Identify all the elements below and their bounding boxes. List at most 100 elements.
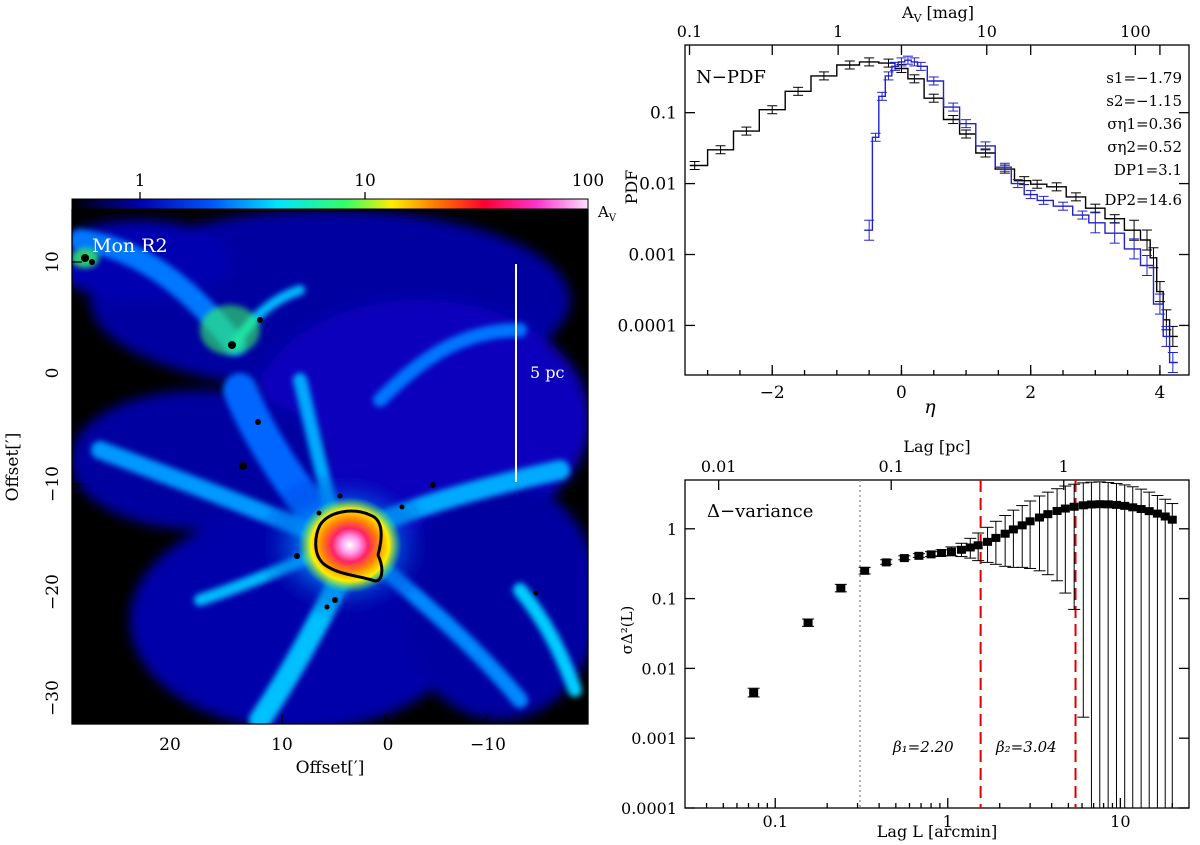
dv-point [1069,502,1079,511]
map-x-tick-0: 0 [383,735,394,755]
dv-beta2-label: β₂=3.04 [995,738,1057,756]
dv-point [1167,515,1177,524]
dv-point [1095,500,1105,509]
dv-point [1160,512,1170,521]
map-y-axis: 10 0 −10 −20 −30 Offset[′] [3,251,82,716]
npdf-title: N−PDF [696,67,766,88]
dv-point [803,618,813,627]
dv-point [1078,501,1088,510]
dv-point [1008,525,1018,534]
npdf-y-tick-label: 0.001 [628,246,677,266]
dv-point [914,551,924,560]
dv-y-tick-label: 0.1 [652,590,677,609]
colorbar [71,198,589,210]
extinction-map: 5 pc Mon R2 [72,210,588,724]
npdf-annot-dp2: DP2=14.6 [1104,191,1182,209]
dv-point [1025,517,1035,526]
dv-y-tick-label: 1 [667,520,677,539]
dv-point [1052,506,1062,515]
npdf-annot-s2: s2=−1.15 [1106,92,1182,110]
npdf-top-tick-label: 0.1 [677,22,702,41]
delta-variance-panel: 0.1 1 10 1 0.1 0.01 0.001 0.0001 0.01 0.1 1 Δ−vari… [618,437,1190,841]
dv-top-tick-label: 1 [1059,457,1069,476]
npdf-top-axis-label: AV [mag] [901,3,974,25]
map-panel: 1 10 10 0 AV [3,171,617,778]
npdf-y-tick-label: 0.1 [650,104,677,124]
dv-point [1152,509,1162,518]
npdf-x-tick-label: 0 [896,383,907,403]
dv-point [1000,529,1010,538]
dv-point [836,584,846,593]
npdf-x-tick-label: −2 [760,383,785,403]
dv-point [1060,504,1070,513]
npdf-annot-sigma1: ση1=0.36 [1107,115,1182,133]
dv-point [973,541,983,550]
dv-point [749,688,759,697]
npdf-xlabel: η [924,396,936,418]
npdf-annot-s1: s1=−1.79 [1106,69,1182,87]
colorbar-tick-10: 10 [354,171,376,191]
npdf-annot-dp1: DP1=3.1 [1114,161,1182,179]
scale-bar-label: 5 pc [530,363,565,382]
npdf-y-tick-label: 0.01 [639,175,677,195]
dv-point [937,548,947,557]
delta-variance-axes: 0.1 1 10 1 0.1 0.01 0.001 0.0001 0.01 0.1 1 [621,457,1189,831]
dv-y-tick-label: 0.01 [641,659,677,678]
dv-top-tick-label: 0.01 [701,457,737,476]
npdf-annotations: s1=−1.79 s2=−1.15 ση1=0.36 ση2=0.52 DP1=… [1104,69,1182,209]
dv-point [1103,500,1113,509]
dv-point [1043,510,1053,519]
core-contour [314,509,384,583]
dv-x-tick-label: 1 [943,812,953,831]
clump-markers [81,254,539,610]
map-x-axis: 20 10 0 −10 Offset[′] [159,714,506,778]
dv-point [946,547,956,556]
map-x-tick-20: 20 [159,735,181,755]
dv-point [956,545,966,554]
dv-title: Δ−variance [707,501,813,522]
colorbar-unit: AV [597,203,617,224]
npdf-annot-sigma2: ση2=0.52 [1107,138,1182,156]
map-y-tick-m20: −20 [43,574,63,610]
colorbar-tick-1: 1 [135,171,146,191]
dv-top-axis-label: Lag [pc] [903,437,970,456]
map-x-tick-m10: −10 [470,735,506,755]
map-y-tick-m10: −10 [43,466,63,502]
npdf-axes: −2 0 2 4 0.1 0.01 0.001 0.0001 0.1 1 10 100 [618,22,1189,403]
dv-point [899,554,909,563]
npdf-marks [689,55,1178,374]
region-label: Mon R2 [92,235,168,257]
dv-point [1136,505,1146,514]
map-y-tick-10: 10 [43,251,63,273]
dv-point [1120,501,1130,510]
npdf-y-tick-label: 0.0001 [618,316,677,336]
dv-point [860,566,870,575]
dv-point [1144,507,1154,516]
npdf-x-tick-label: 2 [1025,383,1036,403]
dv-y-tick-label: 0.0001 [621,799,677,818]
dv-point [1128,503,1138,512]
dv-top-tick-label: 0.1 [878,457,903,476]
map-x-tick-10: 10 [271,735,293,755]
dv-point [983,537,993,546]
npdf-top-tick-label: 10 [977,22,997,41]
dv-point [1017,521,1027,530]
dv-xlabel: Lag L [arcmin] [877,822,997,841]
dv-y-tick-label: 0.001 [631,729,677,748]
npdf-x-tick-label: 4 [1155,383,1166,403]
dv-ylabel: σΔ²(L) [618,606,636,655]
npdf-top-tick-label: 100 [1120,22,1151,41]
dv-beta1-label: β₁=2.20 [892,738,954,756]
npdf-panel: −2 0 2 4 0.1 0.01 0.001 0.0001 0.1 1 10 100 N−PDF P… [618,3,1190,418]
dv-point [965,543,975,552]
delta-variance-marks [747,480,1179,808]
map-y-label: Offset[′] [3,433,23,502]
dv-x-tick-label: 10 [1110,812,1130,831]
dv-point [1086,500,1096,509]
dv-point [1111,500,1121,509]
map-x-label: Offset[′] [296,758,365,778]
map-y-tick-m30: −30 [43,680,63,716]
dv-point [926,550,936,559]
dv-point [881,558,891,567]
